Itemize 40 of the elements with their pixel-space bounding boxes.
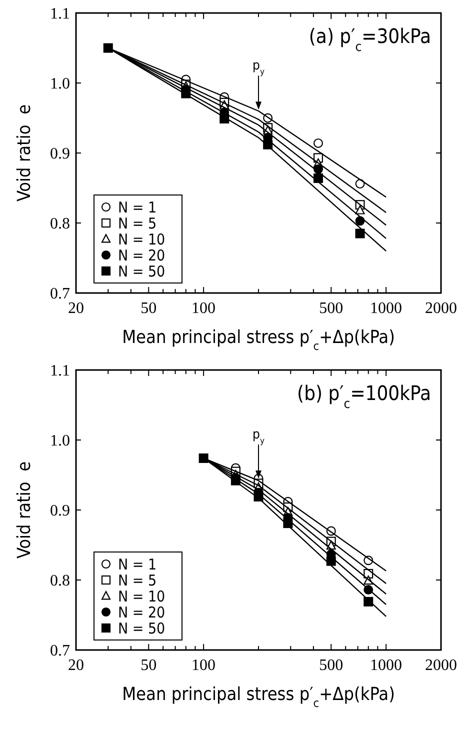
legend-label: N = 10: [118, 230, 166, 248]
y-tick-label: 1.0: [50, 76, 70, 93]
text: (b) p′$_{c}$=100kPa: [297, 381, 431, 412]
x-tick-label: 50: [140, 657, 157, 674]
legend-label: N = 50: [118, 619, 166, 638]
legend-label: N = 20: [118, 246, 166, 264]
y-tick-label: 1.0: [50, 432, 70, 450]
x-axis-title: Mean principal stress p′$_{c}$+Δp(kPa): [122, 327, 395, 353]
x-tick-label: 50: [140, 300, 157, 317]
y-axis-title: Void ratio e: [14, 104, 35, 202]
x-tick-label: 500: [319, 657, 344, 674]
x-axis-title: Mean principal stress p′$_{c}$+Δp(kPa): [122, 684, 395, 710]
x-tick-label: 1000: [370, 300, 402, 317]
legend-label: N = 1: [118, 555, 157, 574]
y-tick-label: 0.8: [50, 216, 70, 233]
x-tick-label: 500: [319, 300, 344, 317]
x-tick-label: 2000: [425, 300, 457, 317]
x-tick-label: 20: [68, 657, 84, 674]
y-tick-label: 0.9: [50, 502, 70, 520]
y-tick-label: 0.7: [50, 286, 70, 303]
x-tick-label: 2000: [425, 657, 457, 674]
legend-label: N = 50: [118, 262, 166, 280]
y-axis-title: Void ratio e: [14, 461, 35, 559]
legend-label: N = 5: [118, 214, 157, 232]
x-tick-label: 1000: [370, 657, 402, 674]
legend-label: N = 20: [118, 603, 166, 622]
annotation: p$_{y}$: [252, 58, 265, 77]
x-tick-label: 100: [192, 657, 216, 674]
y-tick-label: 0.9: [50, 146, 70, 163]
annotation: p$_{y}$: [252, 428, 265, 446]
y-tick-label: 0.7: [50, 642, 70, 660]
x-tick-label: 100: [192, 300, 216, 317]
legend-label: N = 5: [118, 571, 157, 590]
y-tick-label: 1.1: [50, 362, 70, 380]
x-tick-label: 20: [68, 300, 84, 317]
legend-label: N = 10: [118, 587, 166, 606]
y-tick-label: 1.1: [50, 6, 70, 23]
y-tick-label: 0.8: [50, 572, 70, 590]
text: (a) p′$_{c}$=30kPa: [308, 24, 431, 54]
legend-label: N = 1: [118, 198, 157, 216]
